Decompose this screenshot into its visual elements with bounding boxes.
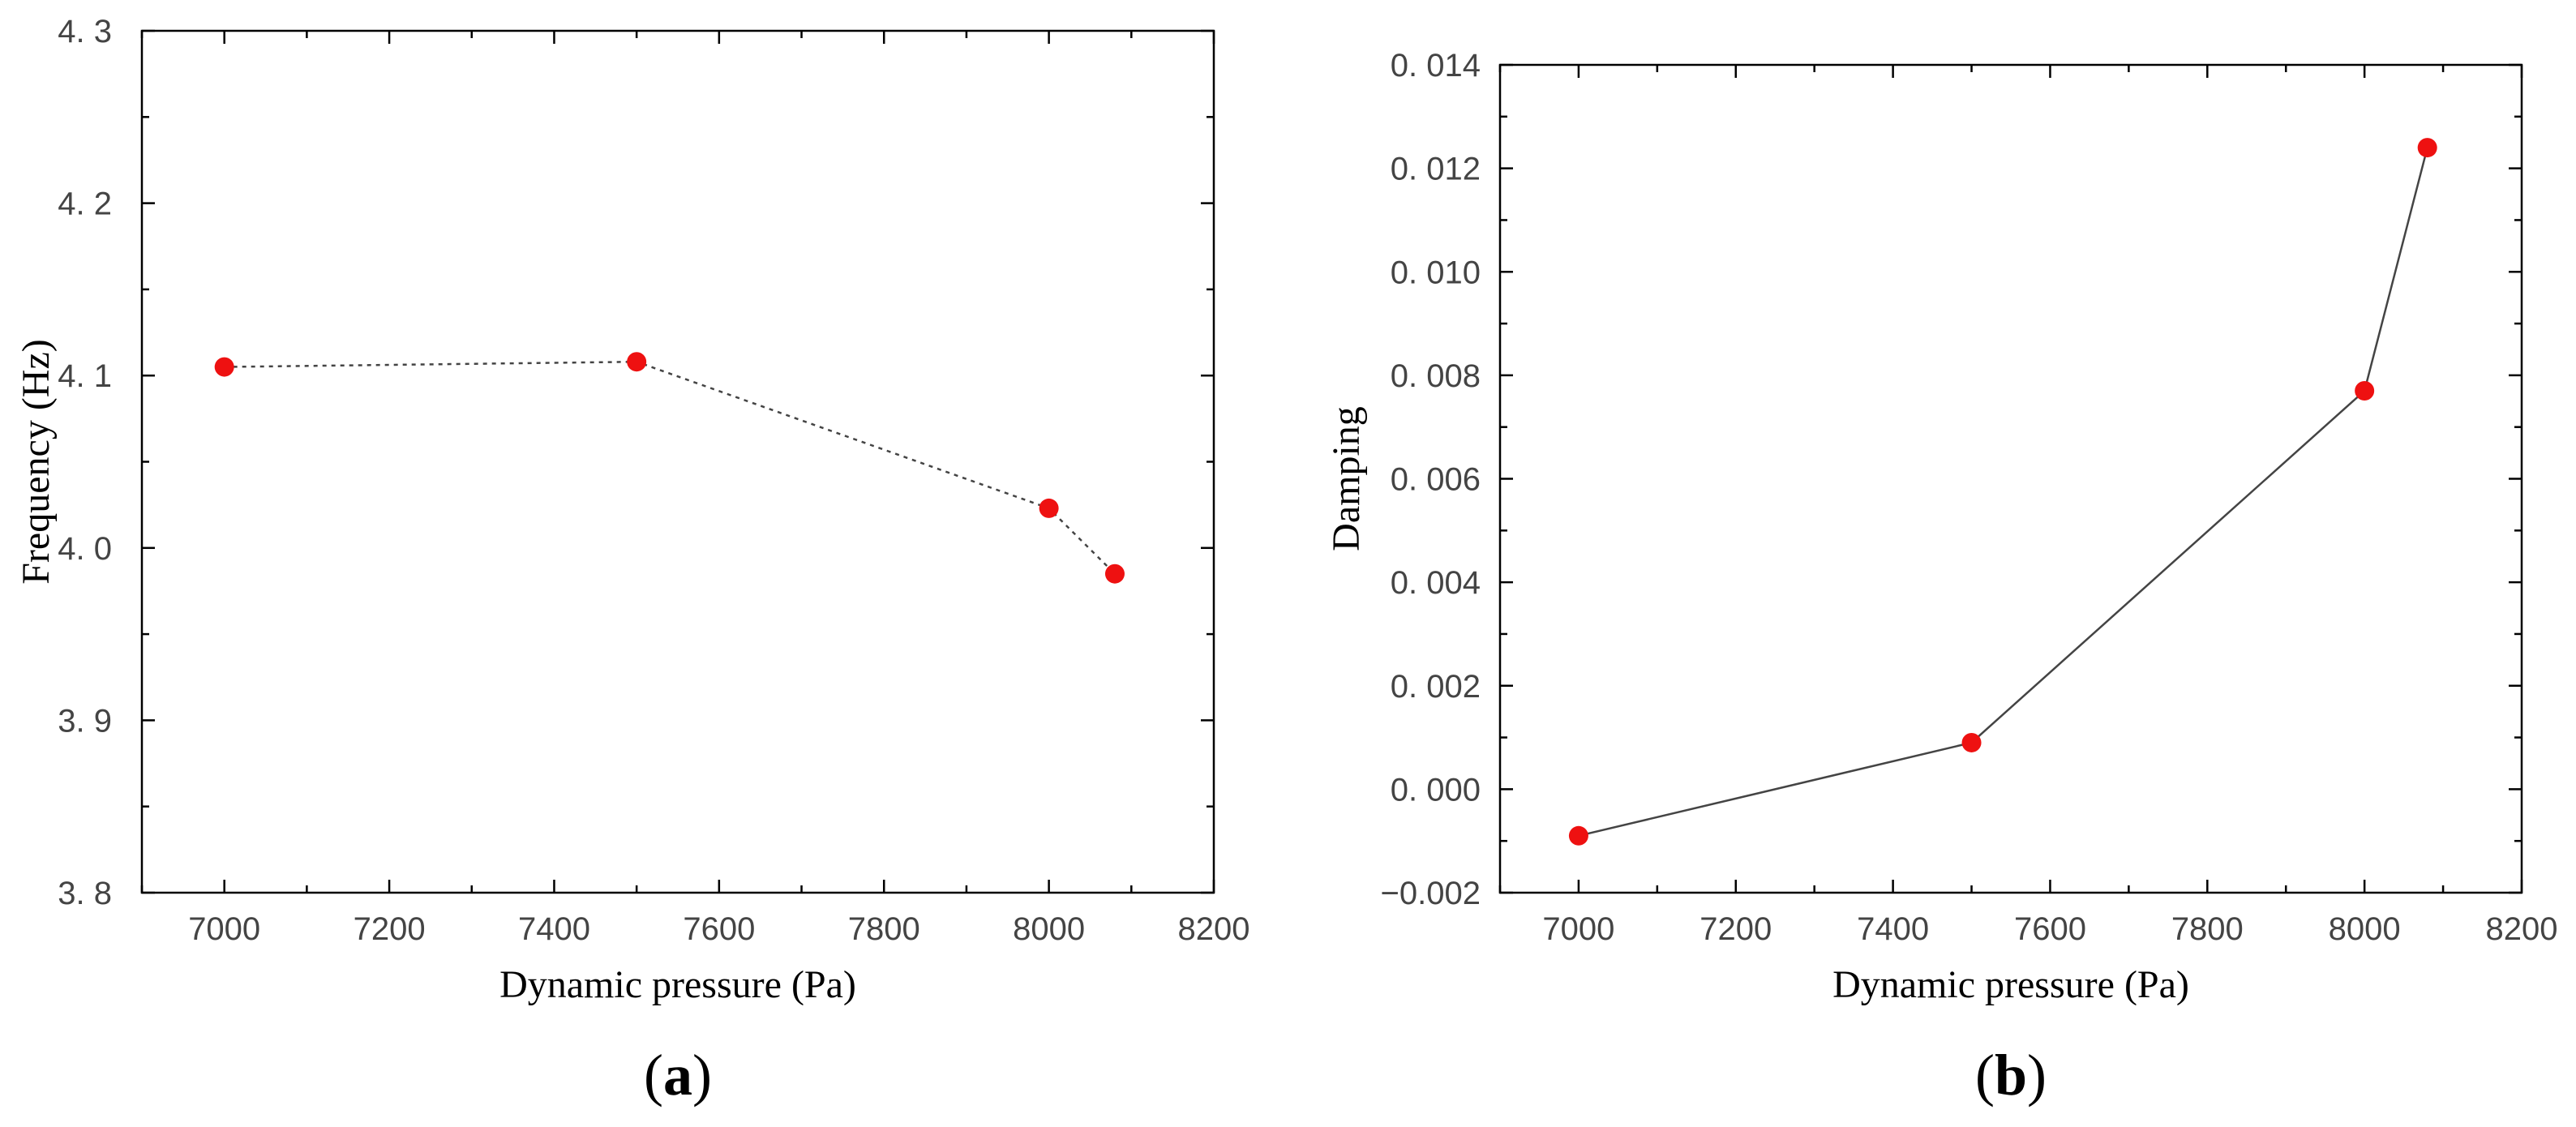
y-tick-label: 0. 000 (1391, 772, 1481, 808)
panel-label-open-paren: ( (644, 1043, 663, 1108)
x-tick-label: 7000 (1542, 911, 1614, 947)
data-point (2417, 138, 2437, 158)
chart-panel-b: 7000 7200 7400 7600 7800 8000 8200 −0.002 0. 000… (1325, 48, 2557, 1108)
data-point (1104, 564, 1125, 584)
y-tick-label: −0.002 (1381, 876, 1481, 911)
y-tick-label: 0. 002 (1391, 669, 1481, 705)
panel-label: (a) (644, 1043, 712, 1108)
data-point (214, 357, 234, 377)
plot-frame (140, 29, 1215, 894)
series-line (224, 360, 1116, 575)
y-tick-label: 3. 8 (58, 876, 112, 911)
x-tick-label: 7800 (2171, 911, 2244, 947)
y-tick-label: 4. 2 (58, 186, 112, 222)
x-tick-label: 7400 (1857, 911, 1929, 947)
x-tick-label: 7800 (848, 911, 920, 947)
y-tick-label: 0. 014 (1391, 48, 1481, 84)
data-point (1568, 825, 1588, 846)
series-line (1578, 147, 2428, 838)
panel-label-open-paren: ( (1975, 1043, 1995, 1108)
y-tick-label: 4. 3 (58, 14, 112, 49)
x-tick-label: 7600 (683, 911, 755, 947)
y-tick-label: 4. 1 (58, 358, 112, 394)
x-tick-label: 8000 (2329, 911, 2401, 947)
x-tick-label: 8000 (1013, 911, 1085, 947)
x-tick-label: 7200 (354, 911, 426, 947)
y-tick-label: 4. 0 (58, 531, 112, 567)
y-tick-label: 0. 012 (1391, 152, 1481, 187)
panel-label-close-paren: ) (692, 1043, 712, 1108)
x-tick-label: 7400 (518, 911, 590, 947)
y-tick-label: 3. 9 (58, 703, 112, 739)
data-point (627, 352, 647, 372)
panel-label-close-paren: ) (2027, 1043, 2047, 1108)
x-axis-title: Dynamic pressure (Pa) (1832, 963, 2189, 1006)
data-point (1961, 732, 1982, 752)
y-tick-label: 0. 004 (1391, 565, 1481, 601)
y-axis-title: Damping (1325, 406, 1368, 551)
y-axis-title: Frequency (Hz) (15, 339, 58, 585)
data-point (2355, 381, 2375, 401)
panel-label: (b) (1975, 1043, 2047, 1108)
x-tick-label: 7000 (188, 911, 260, 947)
panel-label-letter: b (1995, 1043, 2027, 1108)
chart-panel-a: 7000 7200 7400 7600 7800 8000 8200 3. 8 3. 9 4. 0… (15, 14, 1249, 1108)
x-tick-label: 8200 (1178, 911, 1250, 947)
x-tick-label: 7200 (1699, 911, 1772, 947)
y-tick-label: 0. 010 (1391, 255, 1481, 290)
data-point (1039, 498, 1059, 518)
y-tick-label: 0. 008 (1391, 358, 1481, 394)
x-tick-label: 8200 (2486, 911, 2558, 947)
x-axis-title: Dynamic pressure (Pa) (499, 963, 856, 1006)
x-tick-label: 7600 (2014, 911, 2086, 947)
panel-label-letter: a (663, 1043, 692, 1108)
plot-frame (1498, 63, 2523, 894)
y-tick-label: 0. 006 (1391, 462, 1481, 498)
